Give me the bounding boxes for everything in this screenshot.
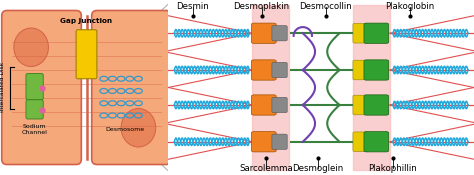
FancyBboxPatch shape: [251, 60, 276, 80]
FancyBboxPatch shape: [353, 95, 368, 115]
FancyBboxPatch shape: [251, 132, 276, 152]
Text: Plakoglobin: Plakoglobin: [385, 2, 435, 11]
FancyBboxPatch shape: [364, 23, 389, 43]
Ellipse shape: [121, 108, 155, 147]
Text: Sarcolemma: Sarcolemma: [239, 164, 293, 173]
FancyBboxPatch shape: [272, 62, 287, 78]
FancyBboxPatch shape: [26, 100, 43, 119]
FancyBboxPatch shape: [251, 23, 276, 43]
Text: Sodium
Channel: Sodium Channel: [22, 124, 47, 135]
FancyBboxPatch shape: [364, 60, 389, 80]
FancyBboxPatch shape: [76, 30, 97, 79]
FancyBboxPatch shape: [26, 74, 43, 100]
FancyBboxPatch shape: [272, 26, 287, 41]
FancyBboxPatch shape: [2, 10, 82, 164]
Text: Plakophillin: Plakophillin: [369, 164, 417, 173]
Text: Desmosome: Desmosome: [105, 127, 144, 132]
FancyBboxPatch shape: [272, 134, 287, 149]
Text: Desmoglein: Desmoglein: [292, 164, 344, 173]
Text: Intercalated Disk: Intercalated Disk: [0, 62, 5, 113]
FancyBboxPatch shape: [364, 132, 389, 152]
Text: Desmoplakin: Desmoplakin: [234, 2, 290, 11]
Text: Desmocollin: Desmocollin: [300, 2, 352, 11]
FancyBboxPatch shape: [364, 95, 389, 115]
FancyBboxPatch shape: [353, 23, 368, 43]
Text: Desmin: Desmin: [176, 2, 209, 11]
FancyBboxPatch shape: [91, 10, 171, 164]
FancyBboxPatch shape: [251, 95, 276, 115]
FancyBboxPatch shape: [353, 60, 368, 80]
Bar: [252, 5, 289, 170]
FancyBboxPatch shape: [272, 97, 287, 113]
FancyBboxPatch shape: [353, 132, 368, 152]
Bar: [353, 5, 390, 170]
Ellipse shape: [14, 28, 48, 66]
Text: Gap Junction: Gap Junction: [61, 19, 112, 25]
